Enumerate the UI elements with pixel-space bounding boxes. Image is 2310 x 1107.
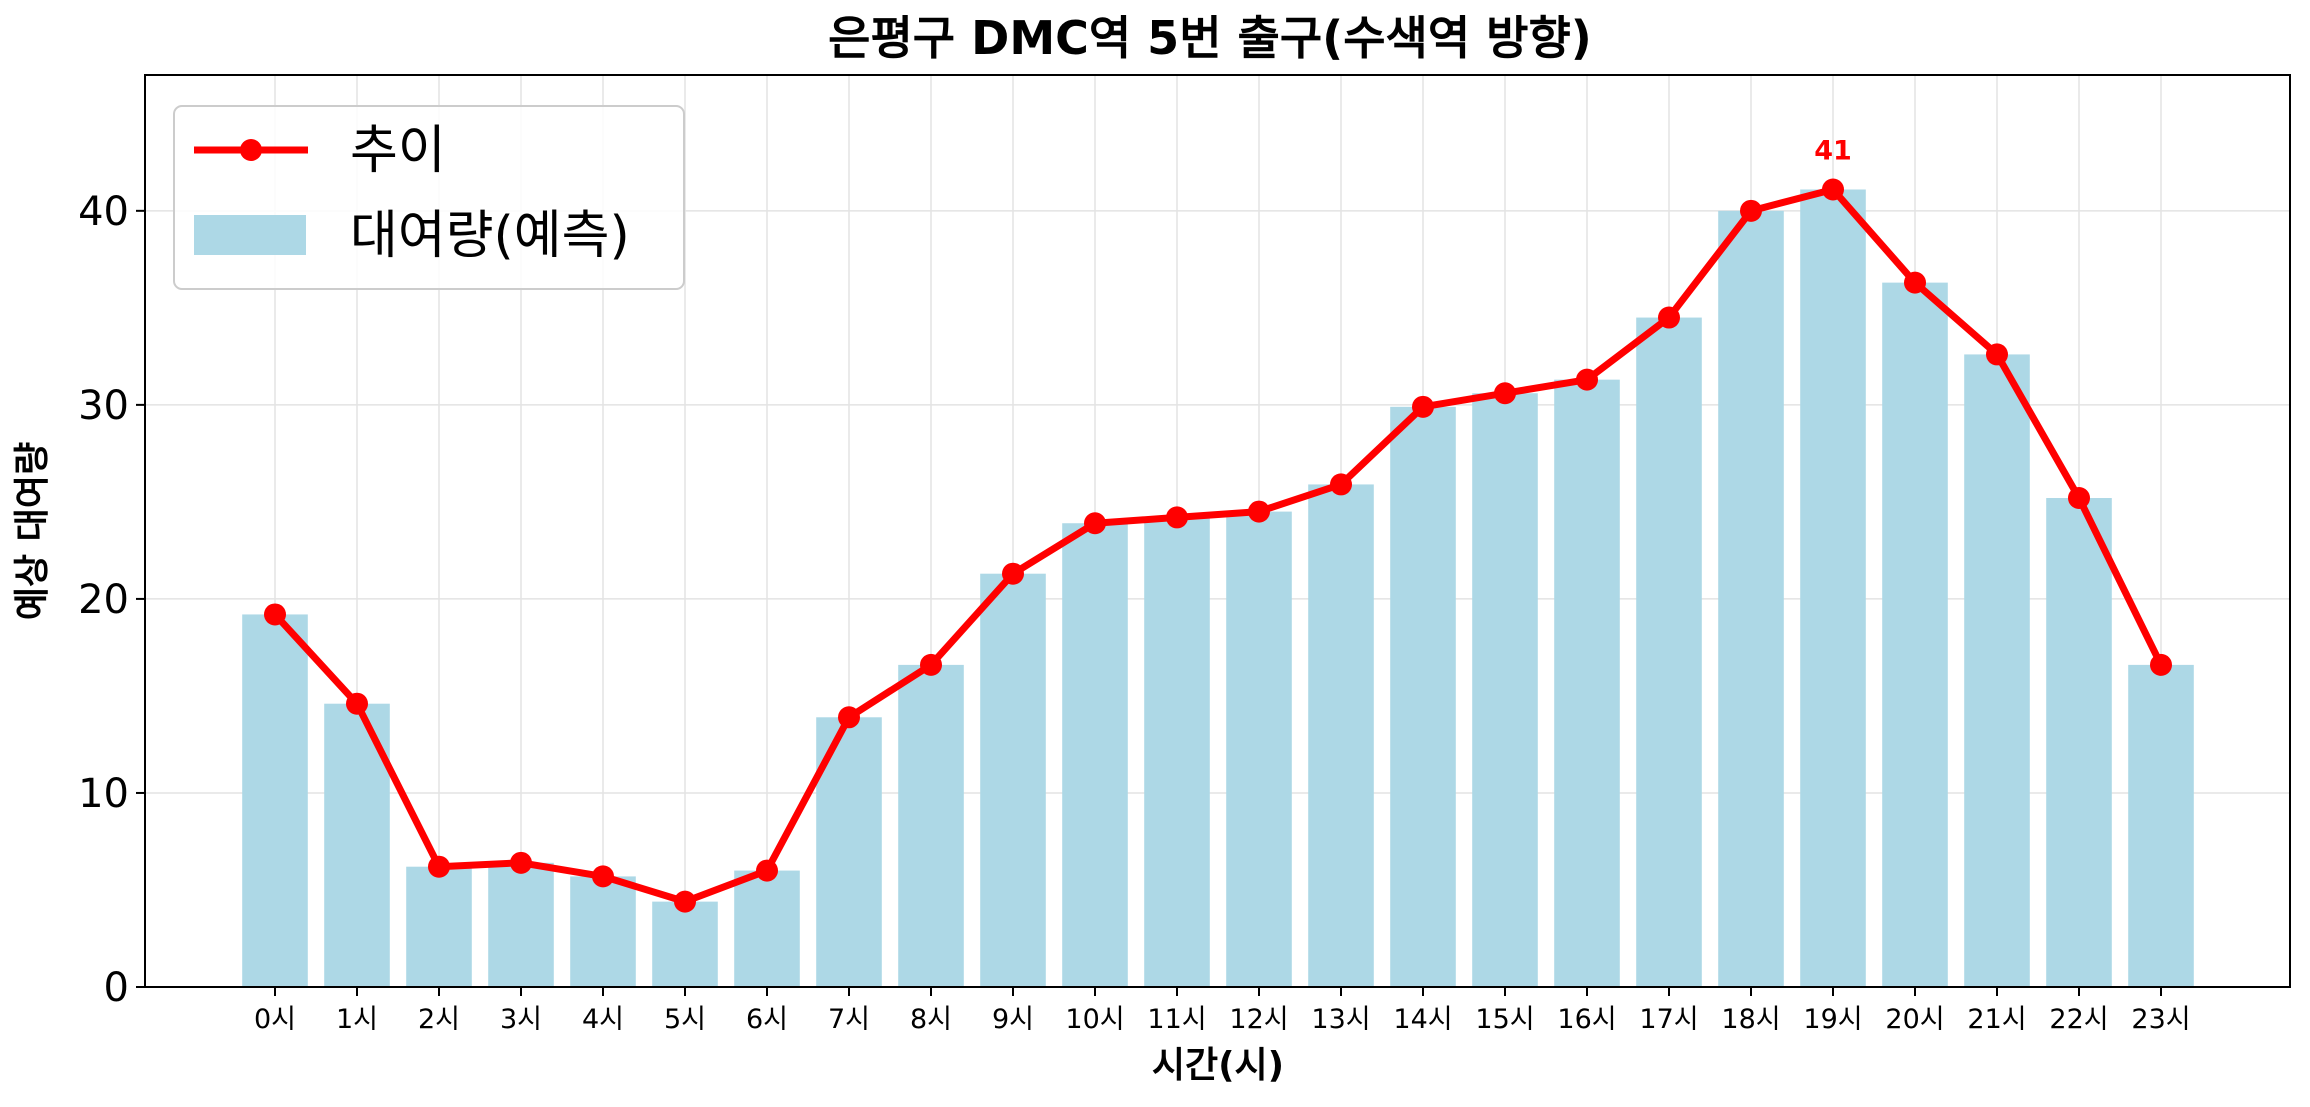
bar-5 — [652, 901, 718, 987]
peak-label-0: 41 — [1814, 135, 1852, 166]
point-9 — [1002, 562, 1024, 585]
point-11 — [1166, 506, 1188, 529]
bar-10 — [1062, 523, 1128, 987]
chart-title: 은평구 DMC역 5번 출구(수색역 방향) — [828, 11, 1592, 65]
x-axis-label: 시간(시) — [1152, 1045, 1284, 1086]
bar-series — [242, 189, 2194, 988]
ytick-label-2: 20 — [78, 577, 129, 623]
xtick-label-0: 0시 — [254, 1004, 296, 1035]
xtick-label-4: 4시 — [582, 1004, 624, 1035]
point-21 — [1986, 343, 2008, 366]
legend-label-bar: 대여량(예측) — [350, 206, 630, 266]
point-12 — [1248, 500, 1270, 523]
xtick-label-21: 21시 — [1967, 1004, 2026, 1035]
point-8 — [920, 653, 942, 676]
point-2 — [428, 855, 450, 878]
point-10 — [1084, 512, 1106, 535]
xtick-label-8: 8시 — [910, 1004, 952, 1035]
ytick-label-1: 10 — [78, 771, 129, 817]
xtick-label-23: 23시 — [2131, 1004, 2190, 1035]
bar-21 — [1964, 354, 2030, 987]
xtick-label-22: 22시 — [2049, 1004, 2108, 1035]
xtick-label-2: 2시 — [418, 1004, 460, 1035]
line-series — [272, 185, 2165, 906]
bar-22 — [2046, 498, 2112, 987]
bar-9 — [980, 573, 1046, 987]
ytick-label-3: 30 — [78, 383, 129, 429]
y-axis-ticks: 0 10 20 30 40 — [78, 189, 145, 1011]
xtick-label-1: 1시 — [336, 1004, 378, 1035]
xtick-label-17: 17시 — [1639, 1004, 1698, 1035]
xtick-label-10: 10시 — [1065, 1004, 1124, 1035]
annotations: 41 — [1814, 135, 1852, 166]
bar-3 — [488, 862, 554, 987]
point-19 — [1822, 178, 1844, 201]
xtick-label-18: 18시 — [1721, 1004, 1780, 1035]
xtick-label-11: 11시 — [1147, 1004, 1206, 1035]
xtick-label-6: 6시 — [746, 1004, 788, 1035]
xtick-label-20: 20시 — [1885, 1004, 1944, 1035]
legend-label-trend: 추이 — [350, 121, 446, 181]
point-5 — [674, 890, 696, 913]
point-13 — [1330, 473, 1352, 496]
xtick-label-19: 19시 — [1803, 1004, 1862, 1035]
bar-8 — [898, 664, 964, 987]
bar-4 — [570, 876, 636, 987]
bar-12 — [1226, 511, 1292, 987]
bar-18 — [1718, 210, 1784, 988]
trend-line — [272, 185, 2165, 906]
point-0 — [264, 603, 286, 626]
ytick-label-0: 0 — [104, 965, 129, 1011]
x-axis-ticks: 0시 1시 2시 3시 4시 5시 6시 7시 8시 9시 10시 11시 12시 13시 14시 15시 16… — [254, 987, 2191, 1035]
legend-bar-swatch — [194, 215, 306, 255]
point-23 — [2150, 653, 2172, 676]
bar-23 — [2128, 664, 2194, 987]
bar-16 — [1554, 379, 1620, 987]
legend-line-marker — [240, 139, 262, 161]
xtick-label-15: 15시 — [1475, 1004, 1534, 1035]
point-17 — [1658, 306, 1680, 329]
bar-11 — [1144, 517, 1210, 987]
bar-2 — [406, 866, 472, 987]
bar-0 — [242, 614, 308, 987]
y-axis-label: 예상 대여량 — [12, 442, 53, 620]
point-3 — [510, 851, 532, 874]
xtick-label-14: 14시 — [1393, 1004, 1452, 1035]
plot-frame — [144, 74, 2291, 988]
point-1 — [346, 692, 368, 715]
xtick-label-9: 9시 — [992, 1004, 1034, 1035]
xtick-label-7: 7시 — [828, 1004, 870, 1035]
xtick-label-12: 12시 — [1229, 1004, 1288, 1035]
point-15 — [1494, 382, 1516, 405]
ytick-label-4: 40 — [78, 189, 129, 235]
bar-17 — [1636, 317, 1702, 987]
legend: 추이 대여량(예측) — [173, 105, 685, 290]
point-7 — [838, 706, 860, 729]
bar-20 — [1882, 282, 1948, 988]
bar-19 — [1800, 189, 1866, 987]
point-4 — [592, 865, 614, 888]
bar-6 — [734, 870, 800, 987]
point-18 — [1740, 199, 1762, 222]
point-22 — [2068, 487, 2090, 510]
bar-15 — [1472, 393, 1538, 987]
bar-14 — [1390, 406, 1456, 988]
point-20 — [1904, 271, 1926, 294]
point-6 — [756, 859, 778, 882]
xtick-label-16: 16시 — [1557, 1004, 1616, 1035]
point-14 — [1412, 395, 1434, 418]
xtick-label-5: 5시 — [664, 1004, 706, 1035]
xtick-label-13: 13시 — [1311, 1004, 1370, 1035]
bar-13 — [1308, 484, 1374, 987]
xtick-label-3: 3시 — [500, 1004, 542, 1035]
point-16 — [1576, 368, 1598, 391]
line-points — [264, 178, 2172, 913]
